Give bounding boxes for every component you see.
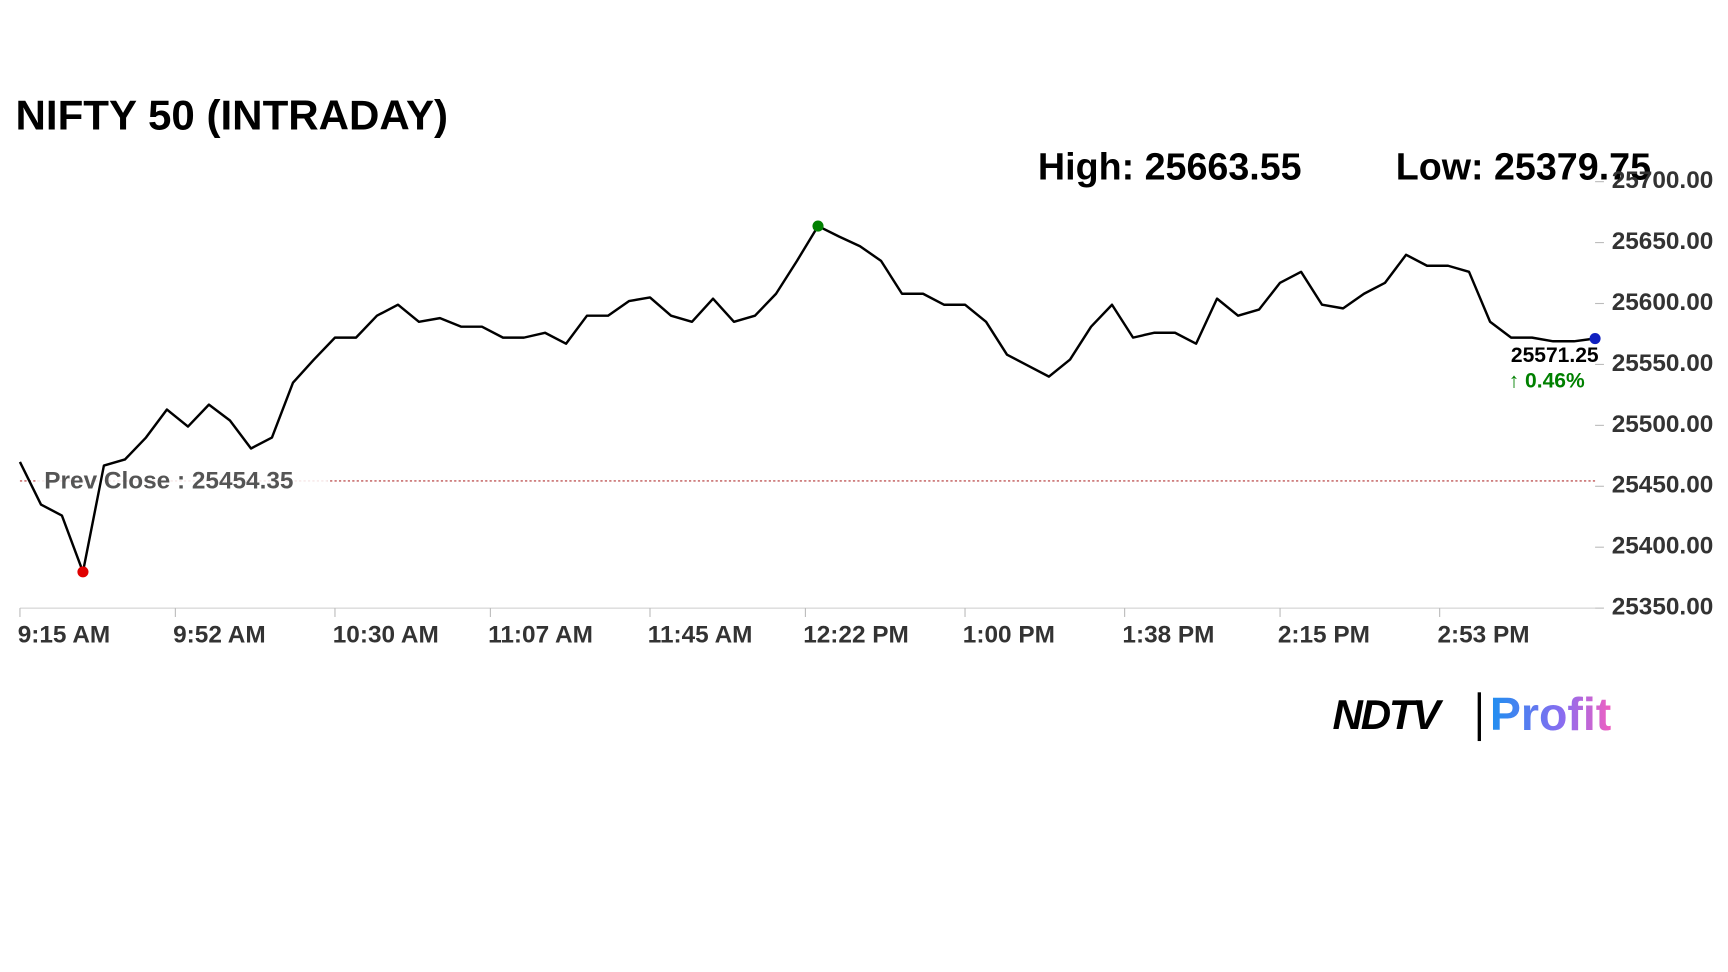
x-tick-label: 2:53 PM bbox=[1437, 621, 1529, 648]
y-tick-label: 25550.00 bbox=[1612, 350, 1714, 377]
y-tick-label: 25400.00 bbox=[1612, 533, 1714, 560]
logo: NDTV Profit bbox=[1333, 688, 1611, 742]
last-marker bbox=[1589, 333, 1601, 345]
low-label: Low: 25379.75 bbox=[1396, 145, 1651, 187]
logo-profit: Profit bbox=[1490, 688, 1611, 740]
low-marker bbox=[77, 566, 89, 578]
y-tick-label: 25600.00 bbox=[1612, 289, 1714, 316]
y-tick-label: 25450.00 bbox=[1612, 472, 1714, 499]
high-label: High: 25663.55 bbox=[1038, 145, 1302, 187]
x-tick-label: 11:07 AM bbox=[488, 621, 593, 648]
prev-close-label: Prev Close : 25454.35 bbox=[44, 468, 293, 495]
high-marker bbox=[812, 220, 824, 232]
x-tick-label: 1:38 PM bbox=[1122, 621, 1214, 648]
y-tick-label: 25650.00 bbox=[1612, 228, 1714, 255]
y-tick-label: 25500.00 bbox=[1612, 411, 1714, 438]
change-label: ↑ 0.46% bbox=[1509, 370, 1585, 393]
last-value-label: 25571.25 bbox=[1511, 344, 1599, 367]
price-line bbox=[18, 224, 1596, 574]
x-tick-label: 9:15 AM bbox=[18, 621, 111, 648]
x-tick-label: 11:45 AM bbox=[648, 621, 753, 648]
x-tick-label: 9:52 AM bbox=[173, 621, 266, 648]
y-tick-label: 25350.00 bbox=[1612, 594, 1714, 621]
logo-divider bbox=[1477, 692, 1481, 742]
x-tick-label: 12:22 PM bbox=[803, 621, 909, 648]
x-tick-label: 2:15 PM bbox=[1278, 621, 1370, 648]
prev-close-bg bbox=[37, 464, 328, 498]
logo-ndtv: NDTV bbox=[1333, 691, 1444, 738]
chart-title: NIFTY 50 (INTRADAY) bbox=[16, 92, 449, 139]
y-tick-label: 25700.00 bbox=[1612, 167, 1714, 194]
x-tick-label: 1:00 PM bbox=[963, 621, 1055, 648]
x-tick-label: 10:30 AM bbox=[333, 621, 439, 648]
